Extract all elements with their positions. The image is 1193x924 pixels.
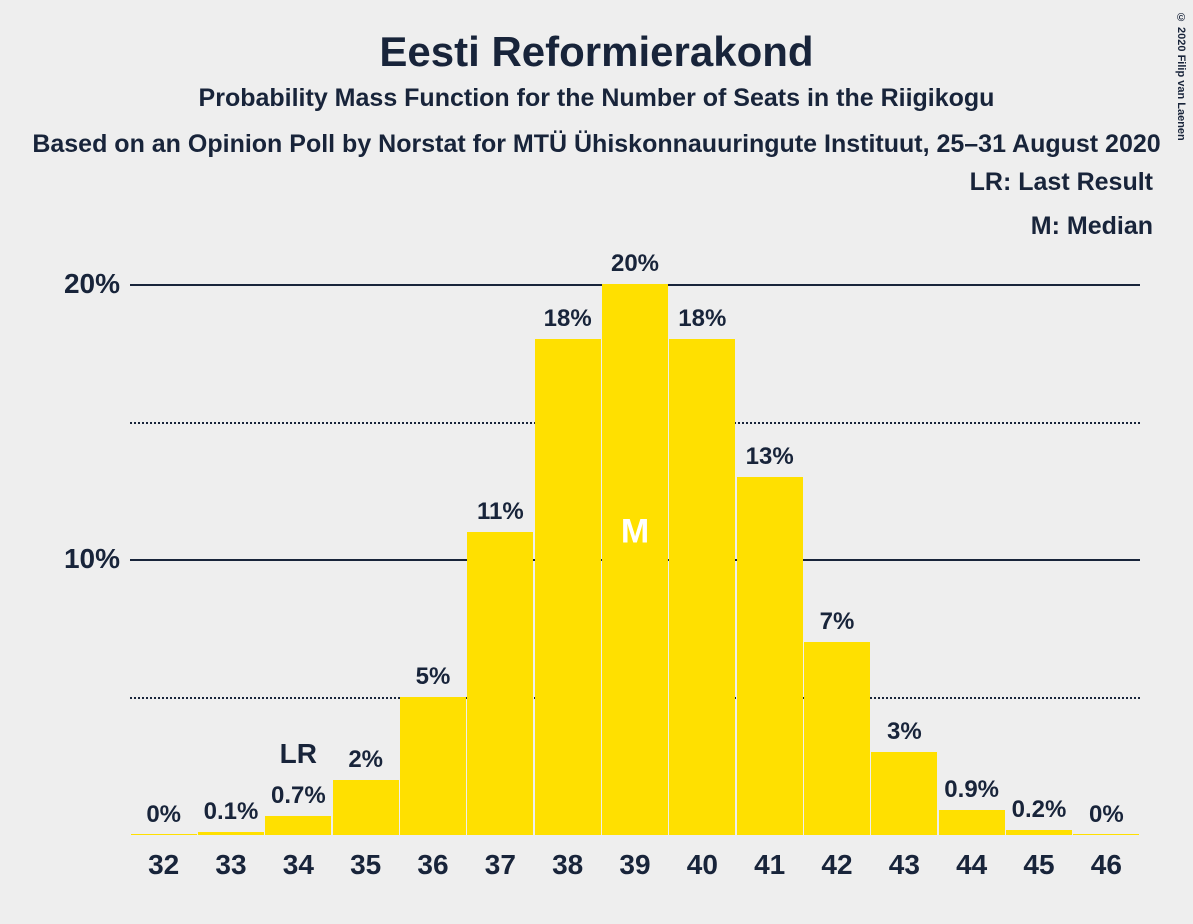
x-axis-tick-label: 33 xyxy=(215,849,246,881)
plot-area: 10%20%0%320.1%330.7%34LR2%355%3611%3718%… xyxy=(130,215,1140,835)
bar-value-label: 0.1% xyxy=(204,798,259,826)
x-axis-tick-label: 41 xyxy=(754,849,785,881)
bar xyxy=(871,752,937,835)
bar xyxy=(333,780,399,835)
bar xyxy=(198,832,264,835)
bar-value-label: 2% xyxy=(348,746,383,774)
bar xyxy=(400,697,466,835)
bar xyxy=(467,532,533,835)
x-axis-tick-label: 36 xyxy=(417,849,448,881)
x-axis-tick-label: 44 xyxy=(956,849,987,881)
x-axis-tick-label: 43 xyxy=(889,849,920,881)
x-axis-tick-label: 34 xyxy=(283,849,314,881)
x-axis-tick-label: 37 xyxy=(485,849,516,881)
bar xyxy=(1006,830,1072,836)
y-axis-tick-label: 20% xyxy=(50,268,120,300)
chart-container: Eesti Reformierakond Probability Mass Fu… xyxy=(0,0,1193,924)
bar xyxy=(265,816,331,835)
x-axis-tick-label: 40 xyxy=(687,849,718,881)
bar xyxy=(939,810,1005,835)
x-axis-tick-label: 45 xyxy=(1023,849,1054,881)
bar-value-label: 0.9% xyxy=(944,776,999,804)
bar-value-label: 18% xyxy=(544,305,592,333)
chart-title: Eesti Reformierakond xyxy=(0,28,1193,76)
x-axis-tick-label: 42 xyxy=(821,849,852,881)
bar xyxy=(669,339,735,835)
chart-subtitle: Probability Mass Function for the Number… xyxy=(0,84,1193,113)
median-marker: M xyxy=(621,512,649,551)
x-axis-tick-label: 39 xyxy=(619,849,650,881)
copyright-text: © 2020 Filip van Laenen xyxy=(1175,12,1187,141)
bar-value-label: 5% xyxy=(416,663,451,691)
chart-source: Based on an Opinion Poll by Norstat for … xyxy=(0,130,1193,159)
bar-value-label: 11% xyxy=(477,498,524,526)
x-axis-tick-label: 35 xyxy=(350,849,381,881)
bar xyxy=(737,477,803,835)
bar xyxy=(131,834,197,835)
bar-value-label: 0% xyxy=(1089,801,1124,829)
bar-value-label: 0% xyxy=(146,801,181,829)
bar-value-label: 20% xyxy=(611,250,659,278)
bar-value-label: 18% xyxy=(678,305,726,333)
bar xyxy=(1073,834,1139,835)
x-axis-tick-label: 38 xyxy=(552,849,583,881)
bar xyxy=(804,642,870,835)
bar xyxy=(535,339,601,835)
bar-value-label: 13% xyxy=(746,443,794,471)
legend-lr: LR: Last Result xyxy=(970,168,1153,197)
last-result-marker: LR xyxy=(280,738,317,770)
bar-value-label: 3% xyxy=(887,718,922,746)
x-axis-tick-label: 32 xyxy=(148,849,179,881)
bar-value-label: 0.7% xyxy=(271,782,326,810)
y-axis-tick-label: 10% xyxy=(50,543,120,575)
x-axis-tick-label: 46 xyxy=(1091,849,1122,881)
bar-value-label: 7% xyxy=(820,608,855,636)
bar xyxy=(602,284,668,835)
bar-value-label: 0.2% xyxy=(1012,796,1067,824)
